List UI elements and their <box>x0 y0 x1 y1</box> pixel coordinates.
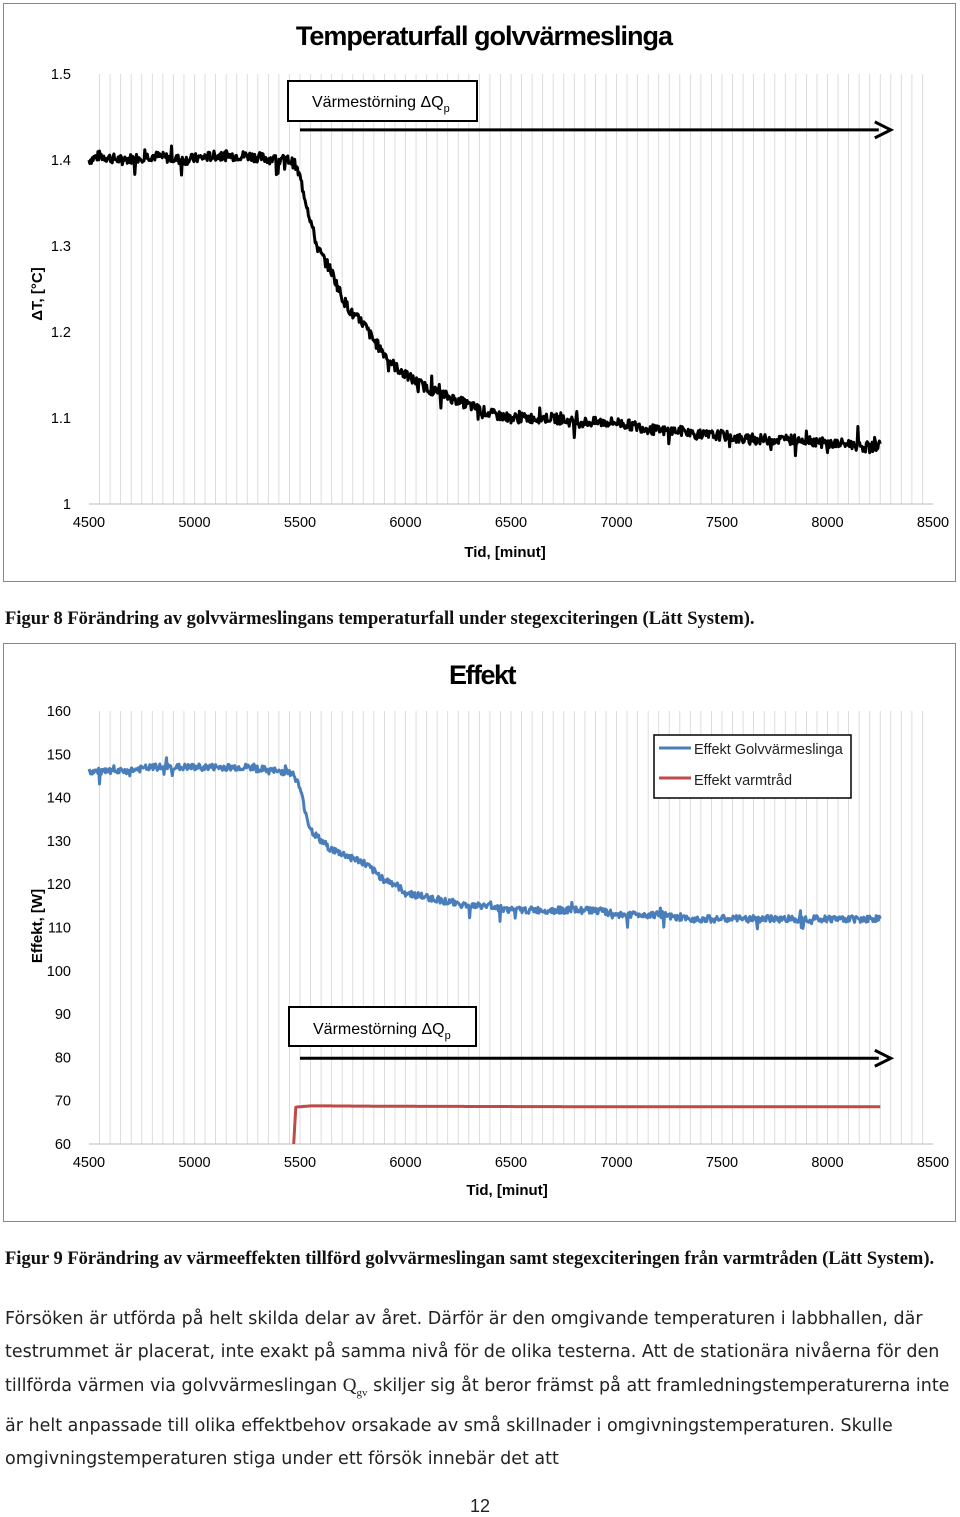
x-tick-label: 6500 <box>495 515 527 531</box>
y-tick-label: 140 <box>47 791 71 807</box>
figure9-annotation-text: Värmestörning ΔQ <box>313 1021 445 1038</box>
figure8-x-axis-label: Tid, [minut] <box>464 544 545 561</box>
y-tick-label: 80 <box>55 1050 71 1066</box>
figure9-x-axis-label: Tid, [minut] <box>466 1182 547 1199</box>
figure8-arrow <box>300 120 895 140</box>
y-tick-label: 100 <box>47 964 71 980</box>
x-tick-label: 6500 <box>495 1155 527 1171</box>
page-number: 12 <box>469 1496 491 1516</box>
figure9-annotation-box: Värmestörning ΔQp <box>288 1006 477 1047</box>
y-tick-label: 60 <box>55 1137 71 1153</box>
svg-text:Värmestörning ΔQp: Värmestörning ΔQp <box>313 1021 451 1042</box>
y-tick-label: 160 <box>47 704 71 720</box>
x-tick-label: 8000 <box>811 515 843 531</box>
body-text-part-1: Försöken är utförda på helt skilda delar… <box>5 1309 940 1396</box>
figure9-title: Effekt <box>449 660 517 690</box>
figure9-chart: Effekt Effekt, [W] Tid, [minut] 4500 5000… <box>29 660 949 1199</box>
figure8-chart-frame: Temperaturfall golvvärmeslinga ΔT, [°C] … <box>3 3 956 582</box>
figure9-caption: Figur 9 Förändring av värmeeffekten till… <box>5 1249 935 1269</box>
figure8-caption: Figur 8 Förändring av golvvärmeslingans … <box>5 609 755 629</box>
figure9-arrow <box>300 1048 895 1068</box>
x-tick-label: 5000 <box>178 515 210 531</box>
x-tick-label: 7000 <box>600 1155 632 1171</box>
q-gv-symbol: Qgv <box>342 1375 368 1399</box>
svg-text:Värmestörning ΔQp: Värmestörning ΔQp <box>312 94 450 115</box>
y-tick-label: 90 <box>55 1007 71 1023</box>
x-tick-label: 5000 <box>178 1155 210 1171</box>
y-tick-label: 1.1 <box>51 411 71 427</box>
x-tick-label: 7000 <box>600 515 632 531</box>
y-tick-label: 150 <box>47 747 71 763</box>
x-tick-label: 6000 <box>389 515 421 531</box>
legend-label-golvvarmeslinga: Effekt Golvvärmeslinga <box>694 742 844 758</box>
figure9-y-axis-label: Effekt, [W] <box>29 889 46 963</box>
series-line-0 <box>87 144 882 458</box>
x-tick-label: 7500 <box>706 515 738 531</box>
x-tick-label: 8500 <box>917 515 949 531</box>
y-tick-label: 1.3 <box>51 239 71 255</box>
x-tick-label: 6000 <box>389 1155 421 1171</box>
y-tick-label: 1.5 <box>51 67 71 83</box>
x-tick-label: 5500 <box>284 515 316 531</box>
series-line-0 <box>87 756 882 931</box>
figure8-annotation-box: Värmestörning ΔQp <box>287 80 478 122</box>
x-tick-label: 4500 <box>73 1155 105 1171</box>
figure8-annotation-subscript: p <box>444 103 450 115</box>
body-text-part-2: skiljer sig åt beror främst på att framl… <box>5 1376 950 1469</box>
x-tick-label: 7500 <box>706 1155 738 1171</box>
y-tick-label: 120 <box>47 877 71 893</box>
x-tick-label: 4500 <box>73 515 105 531</box>
y-tick-label: 110 <box>48 921 71 937</box>
arrow-head <box>874 120 895 140</box>
figure9-legend: Effekt Golvvärmeslinga Effekt varmtråd <box>653 734 852 799</box>
figure8-chart: Temperaturfall golvvärmeslinga ΔT, [°C] … <box>29 21 949 561</box>
figure9-annotation-subscript: p <box>445 1030 451 1042</box>
figure8-y-axis-label: ΔT, [°C] <box>29 267 46 320</box>
y-tick-label: 1.4 <box>51 153 71 169</box>
y-tick-label: 130 <box>47 834 71 850</box>
y-tick-label: 1.2 <box>51 325 71 341</box>
figure8-annotation-text: Värmestörning ΔQ <box>312 94 444 111</box>
series-line-1 <box>292 1104 881 1145</box>
figure8-title: Temperaturfall golvvärmeslinga <box>296 21 674 51</box>
legend-label-varmtrad: Effekt varmtråd <box>694 773 792 789</box>
x-tick-label: 5500 <box>284 1155 316 1171</box>
x-tick-label: 8000 <box>811 1155 843 1171</box>
y-tick-label: 70 <box>55 1094 71 1110</box>
body-paragraph: Försöken är utförda på helt skilda delar… <box>5 1303 955 1476</box>
figure9-chart-frame: Effekt Effekt, [W] Tid, [minut] 4500 5000… <box>3 643 956 1222</box>
x-tick-label: 8500 <box>917 1155 949 1171</box>
arrow-head <box>874 1048 895 1068</box>
y-tick-label: 1 <box>63 497 71 513</box>
